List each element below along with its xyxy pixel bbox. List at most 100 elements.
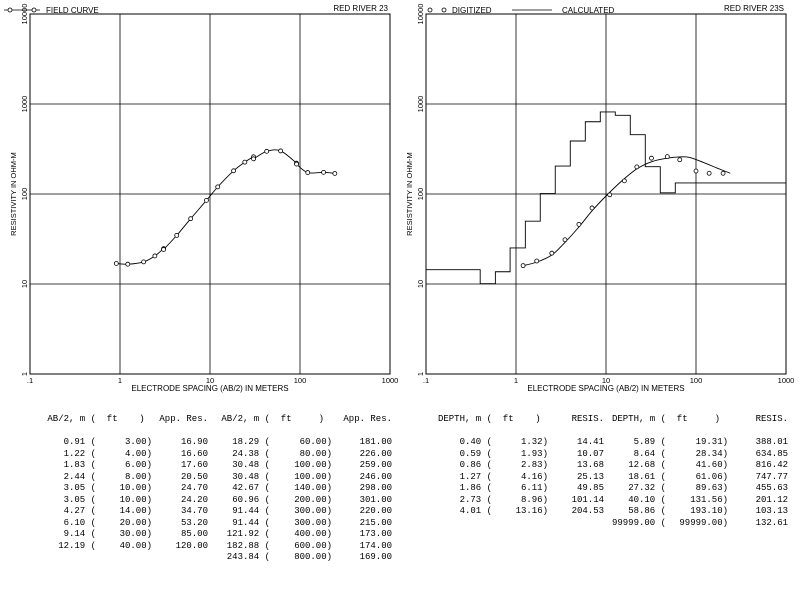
right-table-row: 0.40 (1.32) 14.41 5.89 (19.31) 388.01 <box>426 437 788 449</box>
right-table-cell: 1.32) <box>520 437 548 447</box>
right-table-cell: 58.86 ( <box>628 506 666 516</box>
y-tick-label: 10 <box>416 280 425 288</box>
right-table-cell: 2.73 ( <box>459 494 492 505</box>
left-table-header-cell: App. Res. <box>159 414 208 424</box>
right-table-header-cell: ft ) <box>492 414 541 424</box>
right-table-cell <box>492 518 548 530</box>
y-tick-label: 1000 <box>416 96 425 113</box>
right-table-cell: 131.56) <box>690 494 728 505</box>
right-table-cell <box>548 518 604 530</box>
layer-model-line <box>426 111 786 285</box>
right-table-cell: 18.61 ( <box>628 471 666 482</box>
digitized-point <box>589 205 595 211</box>
right-table-header-cell: ft ) <box>666 414 721 424</box>
left-table-cell: 2.44 ( <box>63 471 96 482</box>
digitized-point <box>607 192 613 198</box>
left-table-cell: 14.00) <box>119 506 152 516</box>
digitized-point <box>664 154 670 160</box>
legend-label-digitized: DIGITIZED <box>452 6 492 15</box>
right-table-cell: 89.63) <box>695 483 728 493</box>
field-curve-point <box>294 161 299 167</box>
digitized-point <box>706 170 712 176</box>
left-table-cell: 16.60 <box>180 448 208 459</box>
left-table-cell: 300.00) <box>294 506 332 516</box>
left-table-cell: 100.00) <box>294 460 332 470</box>
x-tick-label: 100 <box>690 376 703 385</box>
left-table-cell: 30.00) <box>119 529 152 539</box>
chart-title: RED RIVER 23 <box>333 4 388 13</box>
legend: FIELD CURVE <box>4 6 99 15</box>
left-table-cell: 34.70 <box>180 506 208 516</box>
right-table-cell: 2.83) <box>520 460 548 470</box>
y-axis-label: RESISTIVITY IN OHM-M <box>405 152 414 236</box>
left-table-cell: 40.00) <box>119 540 152 551</box>
chart-title: RED RIVER 23S <box>724 4 784 13</box>
digitized-point <box>576 221 582 227</box>
right-table-cell: 41.60) <box>695 460 728 470</box>
left-table-cell: 80.00) <box>299 448 332 459</box>
y-tick-label: 10 <box>20 280 29 288</box>
legend-label-field-curve: FIELD CURVE <box>46 6 99 15</box>
field-curve-point <box>278 148 284 154</box>
right-table-cell: 8.64 ( <box>633 448 666 459</box>
left-data-table: AB/2, m ( ft ) App. Res. AB/2, m ( ft ) App… <box>30 414 392 564</box>
legend-marker-field-curve <box>31 7 37 13</box>
field-curve-point <box>152 253 158 259</box>
right-table-row: 1.86 (6.11) 49.85 27.32 (89.63) 455.63 <box>426 483 788 495</box>
left-table-cell: 20.50 <box>180 471 208 482</box>
right-table-cell: 28.34) <box>695 448 728 459</box>
left-table-row: 1.22 (4.00) 16.60 24.38 (80.00) 226.00 <box>30 449 392 461</box>
left-table-cell: 173.00 <box>359 529 392 539</box>
right-table-cell: 61.06) <box>695 471 728 482</box>
y-tick-label: 10000 <box>20 4 29 25</box>
left-table-cell: 121.92 ( <box>226 529 270 539</box>
left-table-cell: 174.00 <box>359 540 392 551</box>
left-table-cell: 215.00 <box>359 517 392 528</box>
right-table-cell: 6.11) <box>520 483 548 493</box>
field-curve-point <box>161 247 166 252</box>
right-table-cell: 101.14 <box>571 494 604 505</box>
legend-marker-field-curve <box>7 7 13 13</box>
left-table-cell: 6.10 ( <box>63 517 96 528</box>
legend-label-calculated: CALCULATED <box>562 6 615 15</box>
left-table-cell: 4.00) <box>124 448 152 459</box>
left-table-cell: 259.00 <box>359 460 392 470</box>
right-table-header-cell: DEPTH, m ( <box>437 414 492 424</box>
field-curve-point <box>242 159 248 165</box>
right-table-cell: 634.85 <box>755 448 788 459</box>
field-curve-point <box>321 169 326 175</box>
left-table-header-row: AB/2, m ( ft ) App. Res. AB/2, m ( ft ) App… <box>30 414 392 426</box>
digitized-point <box>693 168 699 174</box>
right-table-cell: 4.01 ( <box>459 506 492 516</box>
digitized-point <box>534 258 540 264</box>
left-table-cell: 17.60 <box>180 460 208 470</box>
right-table-header-row: DEPTH, m ( ft ) RESIS. DEPTH, m ( ft ) RESI… <box>426 414 788 426</box>
right-table-cell: 99999.00) <box>679 517 728 528</box>
field-curve-point <box>215 184 221 190</box>
right-table-cell: 12.68 ( <box>628 460 666 470</box>
left-table-cell: 400.00) <box>294 529 332 539</box>
field-curve-point <box>332 171 338 176</box>
left-table-cell: 3.00) <box>124 437 152 447</box>
right-table-cell: 99999.00 ( <box>611 517 666 528</box>
right-table-cell: 13.16) <box>515 506 548 516</box>
left-table-cell <box>152 552 208 564</box>
digitized-point <box>562 237 568 243</box>
left-table-cell: 246.00 <box>359 471 392 482</box>
left-table-cell <box>30 552 96 564</box>
y-tick-label: 100 <box>416 188 425 201</box>
left-table-cell: 8.00) <box>124 471 152 482</box>
right-table-cell <box>426 518 492 530</box>
x-tick-label: 1000 <box>778 376 795 385</box>
left-table-row: 12.19 (40.00) 120.00 182.88 (600.00) 174.00 <box>30 541 392 553</box>
left-table-header-cell: App. Res. <box>343 414 392 424</box>
left-table-row: 2.44 (8.00) 20.50 30.48 (100.00) 246.00 <box>30 472 392 484</box>
x-tick-label: 10 <box>206 376 214 385</box>
left-table-cell: 3.05 ( <box>63 494 96 505</box>
left-table-cell: 100.00) <box>294 471 332 482</box>
right-table-cell: 5.89 ( <box>633 437 666 447</box>
left-table-header-cell: AB/2, m ( <box>221 414 270 424</box>
right-table-cell: 388.01 <box>755 437 788 447</box>
right-table-cell: 10.07 <box>576 448 604 459</box>
